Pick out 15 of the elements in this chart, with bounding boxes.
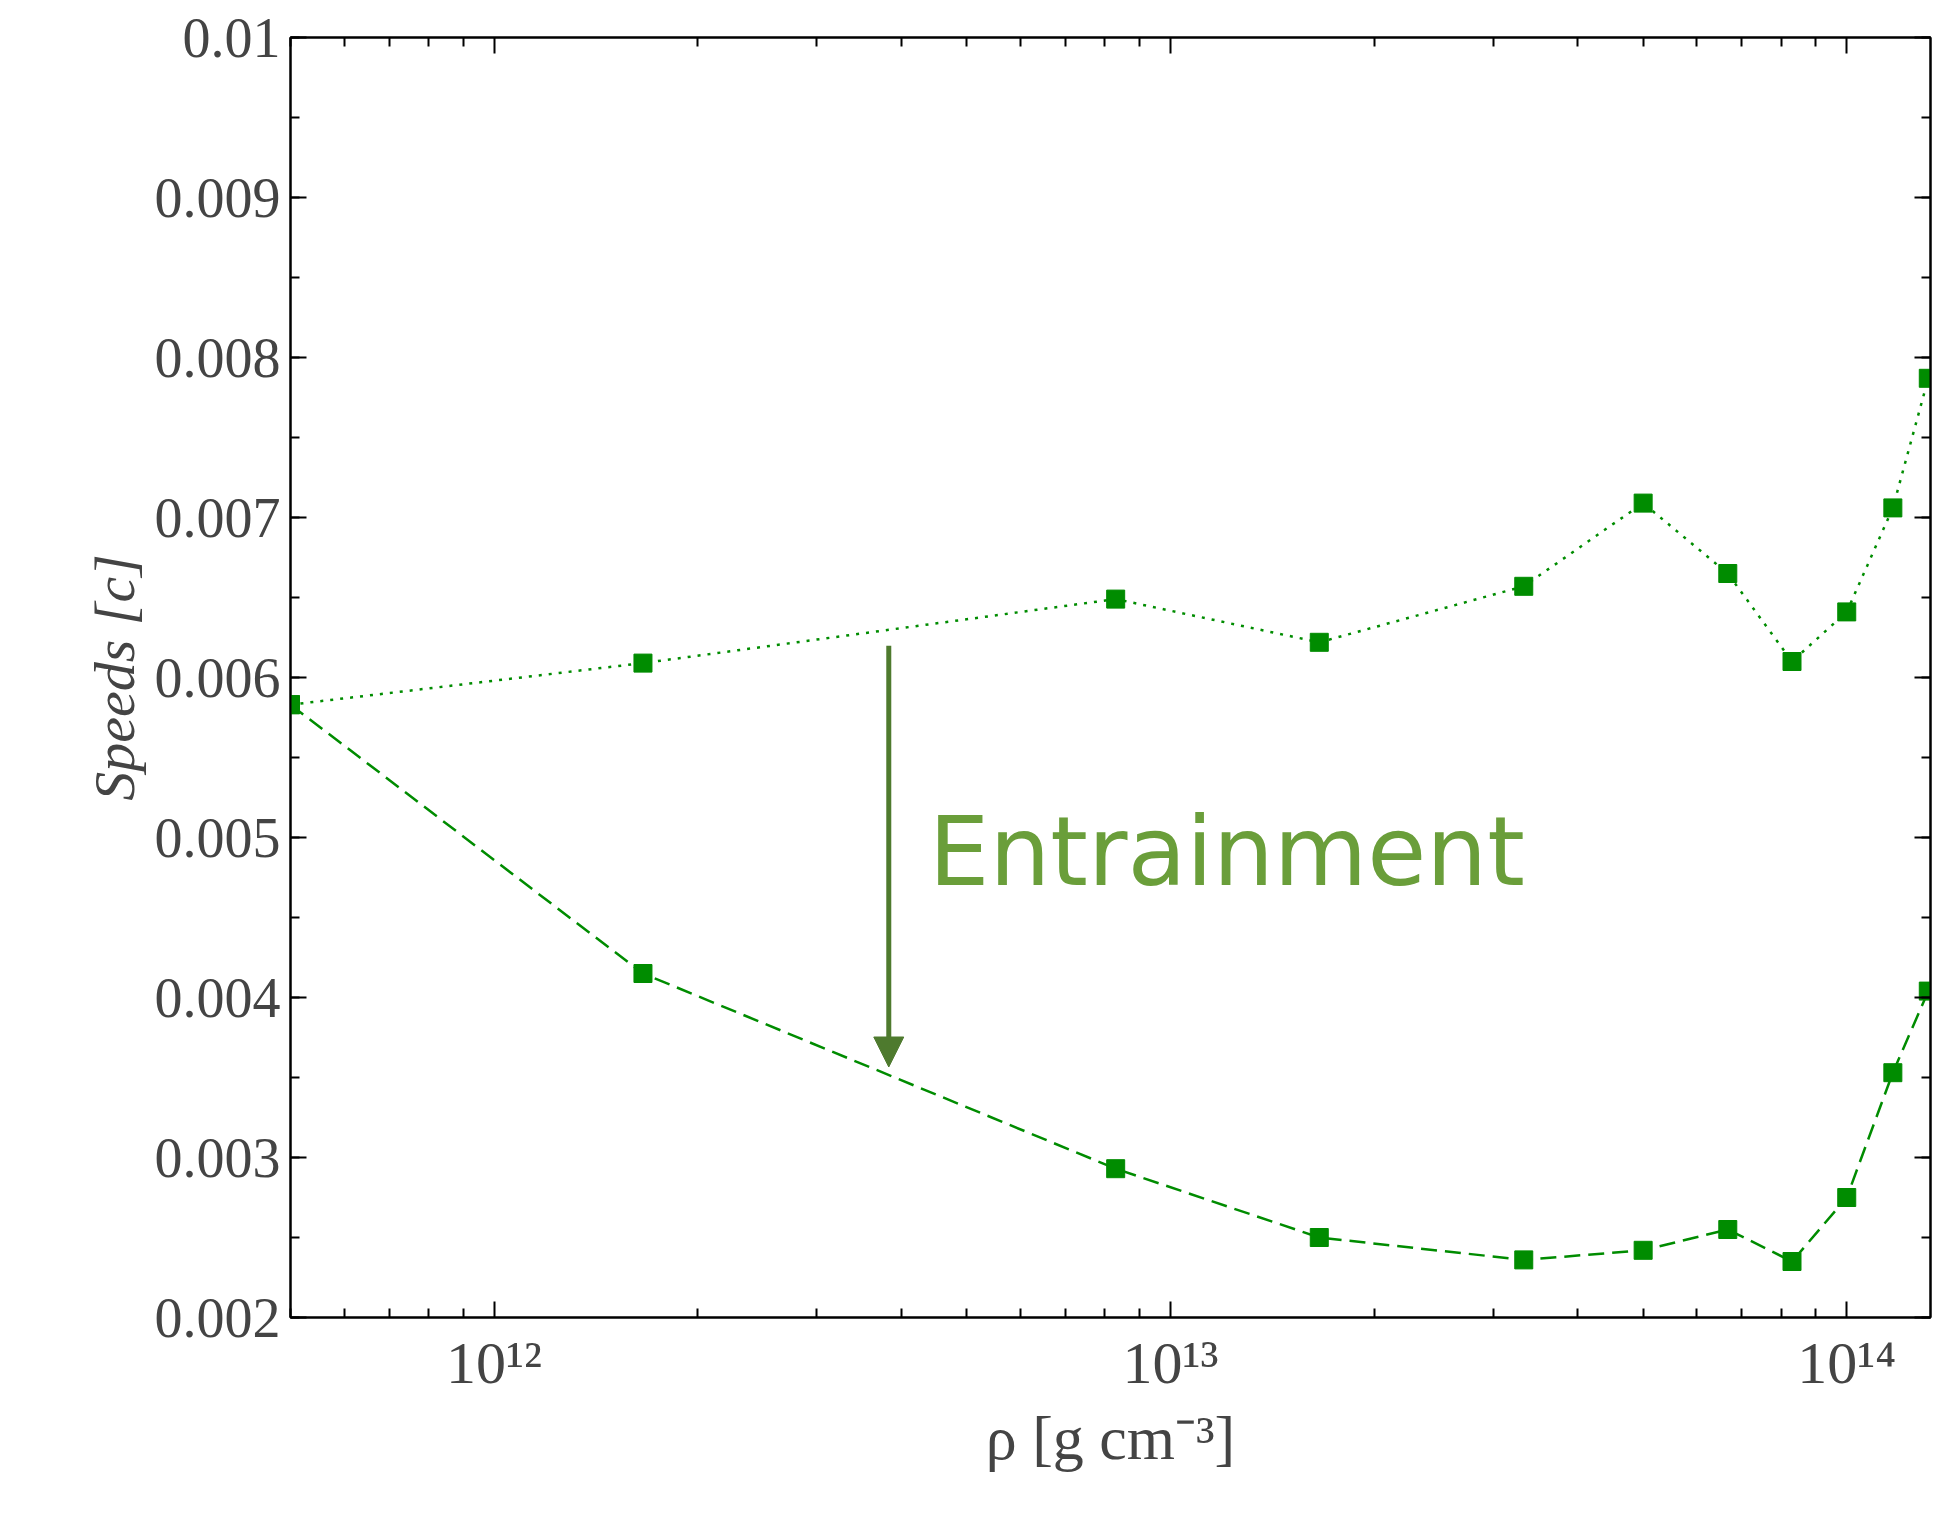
y-tick-label: 0.009: [154, 166, 281, 229]
y-tick-label: 0.003: [154, 1126, 281, 1189]
x-tick-label: 10¹³: [1122, 1329, 1219, 1396]
annotation: Entrainment: [928, 796, 1525, 909]
x-tick-label: 10¹²: [446, 1329, 543, 1396]
y-tick-label: 0.002: [154, 1286, 281, 1349]
y-tick-label: 0.01: [182, 6, 281, 69]
y-tick-label: 0.008: [154, 326, 281, 389]
x-axis-title: ρ [g cm⁻³]: [985, 1403, 1236, 1472]
y-tick-label: 0.005: [154, 806, 281, 869]
y-tick-label: 0.007: [154, 486, 281, 549]
y-tick-label: 0.004: [154, 966, 281, 1029]
x-tick-label: 10¹⁴: [1797, 1329, 1897, 1396]
y-axis-title: Speeds [c]: [81, 554, 147, 801]
y-tick-label: 0.006: [154, 646, 281, 709]
